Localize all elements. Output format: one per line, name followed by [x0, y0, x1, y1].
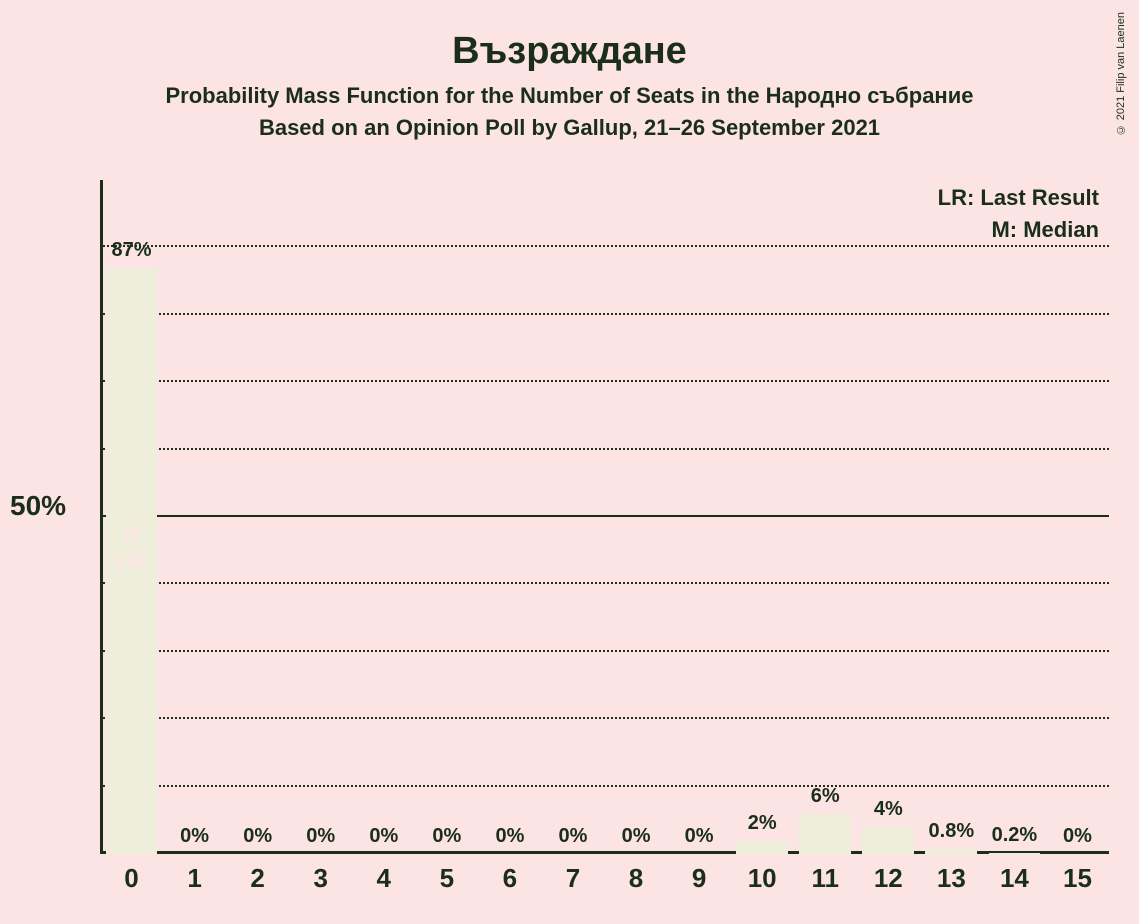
x-tick-label: 8 — [629, 863, 643, 894]
bar-value-label: 0% — [495, 825, 524, 848]
bar-value-label: 0% — [243, 825, 272, 848]
bar-value-label: 0.2% — [992, 824, 1038, 847]
bar-value-label: 4% — [874, 798, 903, 821]
x-tick-label: 1 — [187, 863, 201, 894]
x-tick-label: 7 — [566, 863, 580, 894]
x-tick-label: 15 — [1063, 863, 1092, 894]
bar-value-label: 0% — [306, 825, 335, 848]
plot-area: MLR87%00%10%20%30%40%50%60%70%80%92%106%… — [100, 180, 1109, 854]
x-tick-label: 14 — [1000, 863, 1029, 894]
x-tick-label: 3 — [313, 863, 327, 894]
bar-value-label: 0% — [559, 825, 588, 848]
x-tick-label: 2 — [250, 863, 264, 894]
gridline — [100, 313, 1109, 315]
chart-container: Възраждане Probability Mass Function for… — [0, 0, 1139, 924]
gridline — [100, 717, 1109, 719]
x-tick-label: 10 — [748, 863, 777, 894]
x-tick-label: 4 — [377, 863, 391, 894]
chart-subtitle2: Based on an Opinion Poll by Gallup, 21–2… — [30, 115, 1109, 141]
bar-value-label: 0% — [685, 825, 714, 848]
bar — [925, 849, 977, 854]
x-tick-label: 5 — [440, 863, 454, 894]
bar-value-label: 6% — [811, 785, 840, 808]
bar-value-label: 0% — [432, 825, 461, 848]
bar-value-label: 2% — [748, 812, 777, 835]
bar-value-label: 87% — [112, 239, 152, 262]
gridline — [100, 785, 1109, 787]
copyright-text: © 2021 Filip van Laenen — [1115, 12, 1127, 135]
y-axis-label: 50% — [10, 490, 66, 522]
last-result-marker: LR — [117, 549, 146, 575]
bar-value-label: 0% — [180, 825, 209, 848]
gridline — [100, 245, 1109, 247]
x-tick-label: 6 — [503, 863, 517, 894]
chart-subtitle: Probability Mass Function for the Number… — [30, 83, 1109, 109]
bar — [862, 827, 914, 854]
gridline — [100, 448, 1109, 450]
x-tick-label: 0 — [124, 863, 138, 894]
chart-title: Възраждане — [30, 30, 1109, 73]
x-tick-label: 11 — [811, 863, 839, 894]
bar: MLR — [106, 268, 158, 854]
gridline — [100, 650, 1109, 652]
bar — [736, 841, 788, 854]
bar-value-label: 0% — [622, 825, 651, 848]
bar-value-label: 0% — [369, 825, 398, 848]
x-tick-label: 9 — [692, 863, 706, 894]
x-tick-label: 13 — [937, 863, 966, 894]
gridline-solid — [100, 515, 1109, 517]
y-axis-line — [100, 180, 103, 854]
gridline — [100, 582, 1109, 584]
bar-value-label: 0% — [1063, 825, 1092, 848]
bar — [989, 853, 1041, 854]
median-marker: M — [122, 521, 140, 547]
x-tick-label: 12 — [874, 863, 903, 894]
gridline — [100, 380, 1109, 382]
bar — [799, 814, 851, 854]
bar-value-label: 0.8% — [929, 820, 975, 843]
